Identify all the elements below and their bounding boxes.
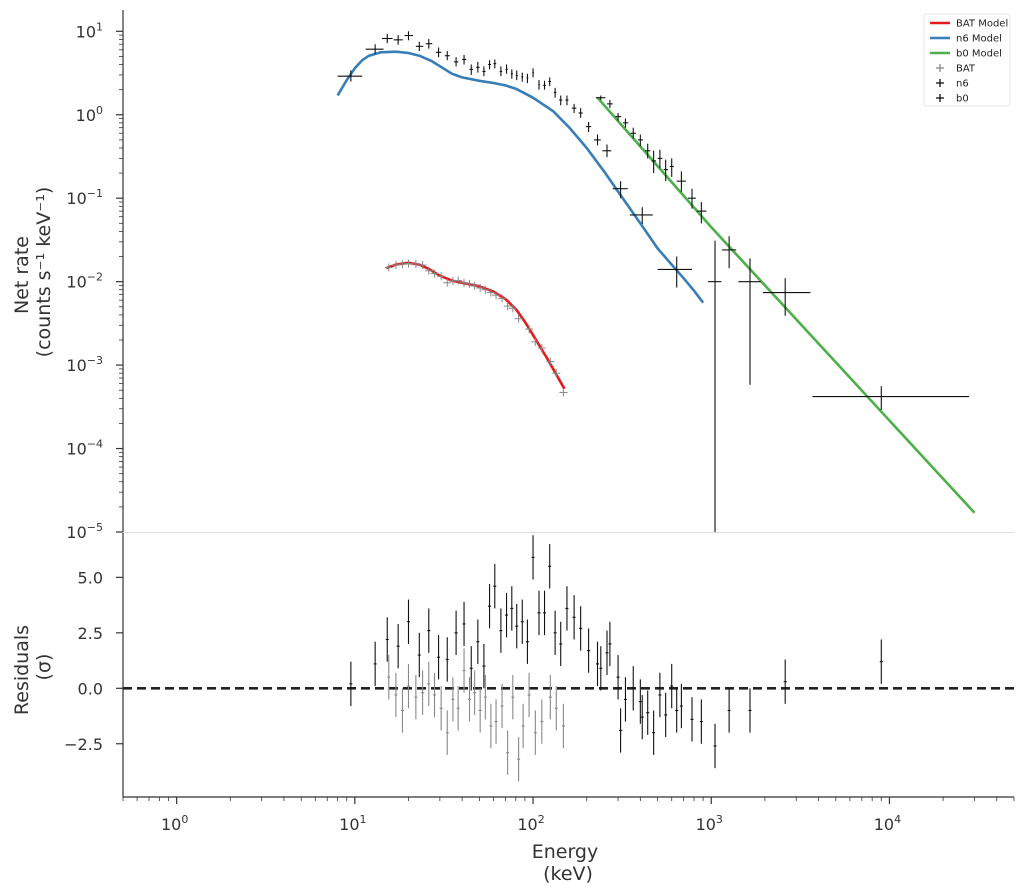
legend: BAT Model n6 Model b0 Model BAT n6 b0 [923,13,1011,107]
spectrum-y-axis-title-line-1: Net rate [11,236,33,314]
spectrum-y-tick-label-exponent: −2 [87,271,103,284]
spectrum-y-axis-title: Net rate (counts s⁻¹ keV⁻¹) [11,187,55,358]
energy-x-tick-label-base: 10 [874,815,894,834]
residuals-y-ticks: 5.0 2.5 0.0 −2.5 [64,568,123,754]
legend-label-n6: n6 [956,79,969,90]
spectrum-y-tick-label-base: 10 [66,440,86,459]
residuals-y-tick-label: 0.0 [78,679,103,698]
legend-label-b0: b0 [956,94,969,105]
spectrum-y-axis-title-line-2: (counts s⁻¹ keV⁻¹) [33,187,55,358]
energy-x-tick-label: 104 [874,813,901,834]
spectrum-y-tick-label: 100 [76,104,103,125]
legend-label-bat-model: BAT Model [956,19,1008,30]
spectrum-y-tick-label-exponent: −3 [87,354,103,367]
residuals-y-tick-label: −2.5 [64,735,103,754]
spectrum-y-tick-label: 10−1 [66,187,103,208]
spectrum-y-tick-label-base: 10 [66,523,86,542]
energy-x-tick-label-base: 10 [161,815,181,834]
energy-x-tick-label-base: 10 [339,815,359,834]
legend-label-b0-model: b0 Model [956,49,1002,60]
residuals-plot-area [349,535,883,782]
residuals-y-axis-title-line-1: Residuals [11,625,33,715]
energy-x-tick-label: 101 [339,813,366,834]
legend-label-n6-model: n6 Model [956,34,1002,45]
energy-x-tick-label-exponent: 1 [360,813,367,826]
residuals-panel: 5.02.50.0−2.5 100 101 102 103 104 Residuals … [11,533,1015,885]
energy-x-axis-title: Energy (keV) [532,841,605,885]
spectrum-y-tick-label-exponent: −1 [87,187,103,200]
energy-x-tick-label: 103 [696,813,723,834]
residuals-y-axis-title: Residuals (σ) [11,619,55,715]
spectrum-y-tick-label-base: 10 [76,106,96,125]
spectrum-y-tick-label-base: 10 [66,273,86,292]
spectrum-y-tick-label-base: 10 [66,189,86,208]
energy-x-axis-title-line-2: (keV) [543,863,593,885]
residuals-y-axis-title-line-2: (σ) [33,654,55,681]
energy-x-tick-label: 102 [517,813,544,834]
energy-x-tick-label-base: 10 [517,815,537,834]
energy-x-tick-label: 100 [161,813,188,834]
spectrum-y-tick-label-exponent: −5 [87,521,103,534]
spectrum-y-tick-label: 10−5 [66,521,103,542]
energy-x-tick-label-exponent: 3 [716,813,723,826]
spectrum-y-tick-label: 10−4 [66,438,103,459]
spectrum-y-tick-label-base: 10 [76,22,96,41]
spectrum-y-tick-label-exponent: 0 [96,104,103,117]
spectrum-y-tick-label-exponent: −4 [87,438,103,451]
energy-x-axis-title-line-1: Energy [532,841,599,863]
residuals-y-tick-label: 5.0 [78,568,103,587]
residuals-y-tick-label: 2.5 [78,624,103,643]
spectrum-y-tick-label: 101 [76,20,103,41]
spectrum-y-tick-label: 10−3 [66,354,103,375]
spectrum-y-tick-label-base: 10 [66,356,86,375]
spectrum-plot-area [336,31,976,532]
energy-x-tick-label-exponent: 4 [894,813,901,826]
spectrum-y-tick-label-exponent: 1 [96,20,103,33]
n6-model-line [336,50,705,304]
energy-x-ticks: 100 101 102 103 104 [122,797,1015,834]
b0-model-line [596,96,976,514]
energy-x-tick-label-base: 10 [696,815,716,834]
energy-x-tick-label-exponent: 2 [538,813,545,826]
energy-x-tick-label-exponent: 0 [181,813,188,826]
legend-label-bat: BAT [956,64,976,75]
spectrum-y-tick-label: 10−2 [66,271,103,292]
